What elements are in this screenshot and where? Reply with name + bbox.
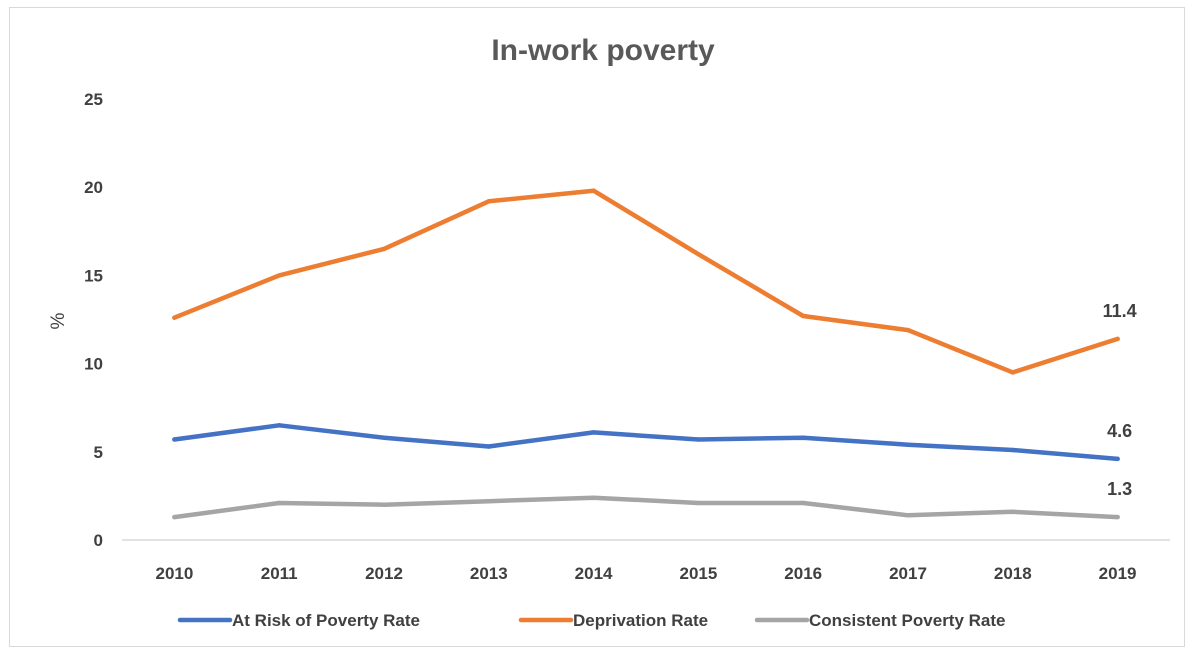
data-point (486, 498, 491, 504)
x-axis: 2010 2011 2012 2013 2014 2015 2016 2017 2018 2019 (122, 539, 1170, 583)
y-axis-label: % (48, 312, 69, 329)
series-lines (172, 188, 1120, 520)
data-point (381, 435, 387, 440)
data-point (591, 495, 596, 500)
chart-title: In-work poverty (491, 34, 715, 67)
y-tick-label: 10 (84, 355, 103, 374)
data-point (277, 423, 282, 428)
data-point (801, 500, 806, 506)
data-point (172, 437, 177, 442)
y-axis-ticks: 0 5 10 15 20 25 (84, 90, 103, 550)
data-labels: 4.6 11.4 1.3 (1103, 301, 1137, 499)
data-point (172, 315, 177, 320)
x-tick-label: 2014 (575, 564, 613, 583)
y-tick-label: 20 (84, 178, 103, 197)
data-label: 1.3 (1107, 479, 1132, 499)
data-label: 4.6 (1107, 421, 1132, 441)
y-tick-label: 0 (94, 531, 103, 550)
legend-item: Consistent Poverty Rate (754, 611, 1006, 630)
data-point (1010, 370, 1015, 375)
y-tick-label: 25 (84, 90, 103, 109)
data-point (172, 514, 177, 520)
data-point (1115, 514, 1120, 520)
x-tick-label: 2017 (889, 564, 927, 583)
data-point (696, 252, 701, 257)
data-point (801, 435, 806, 440)
series-line-1 (172, 188, 1120, 375)
data-point (1010, 447, 1015, 453)
legend-label: At Risk of Poverty Rate (232, 611, 420, 630)
x-tick-label: 2015 (679, 564, 717, 583)
data-point (486, 199, 491, 204)
data-point (696, 437, 701, 442)
data-point (591, 430, 596, 435)
data-point (381, 246, 387, 252)
data-point (696, 500, 701, 506)
legend-label: Consistent Poverty Rate (809, 611, 1006, 630)
data-point (277, 500, 282, 506)
x-tick-label: 2012 (365, 564, 403, 583)
data-point (801, 313, 806, 319)
data-point (591, 188, 596, 193)
data-point (1010, 509, 1015, 514)
data-point (277, 273, 282, 278)
legend-item: Deprivation Rate (518, 611, 708, 630)
x-tick-label: 2010 (155, 564, 193, 583)
y-tick-label: 15 (84, 266, 103, 285)
data-point (905, 513, 911, 518)
data-point (381, 502, 387, 507)
data-point (905, 442, 911, 447)
legend-item: At Risk of Poverty Rate (177, 611, 420, 630)
data-point (1115, 456, 1120, 462)
data-point (905, 327, 911, 333)
x-tick-label: 2011 (261, 564, 298, 583)
data-point (486, 444, 491, 449)
y-tick-label: 5 (94, 443, 103, 462)
x-tick-label: 2013 (470, 564, 508, 583)
legend-label: Deprivation Rate (573, 611, 708, 630)
series-line-0 (172, 423, 1120, 462)
x-tick-label: 2016 (784, 564, 822, 583)
x-tick-label: 2019 (1099, 564, 1137, 583)
series-line-2 (172, 495, 1120, 520)
legend: At Risk of Poverty Rate Deprivation Rate C… (177, 611, 1006, 630)
data-label: 11.4 (1103, 301, 1137, 321)
x-tick-label: 2018 (994, 564, 1032, 583)
data-point (1115, 336, 1120, 342)
